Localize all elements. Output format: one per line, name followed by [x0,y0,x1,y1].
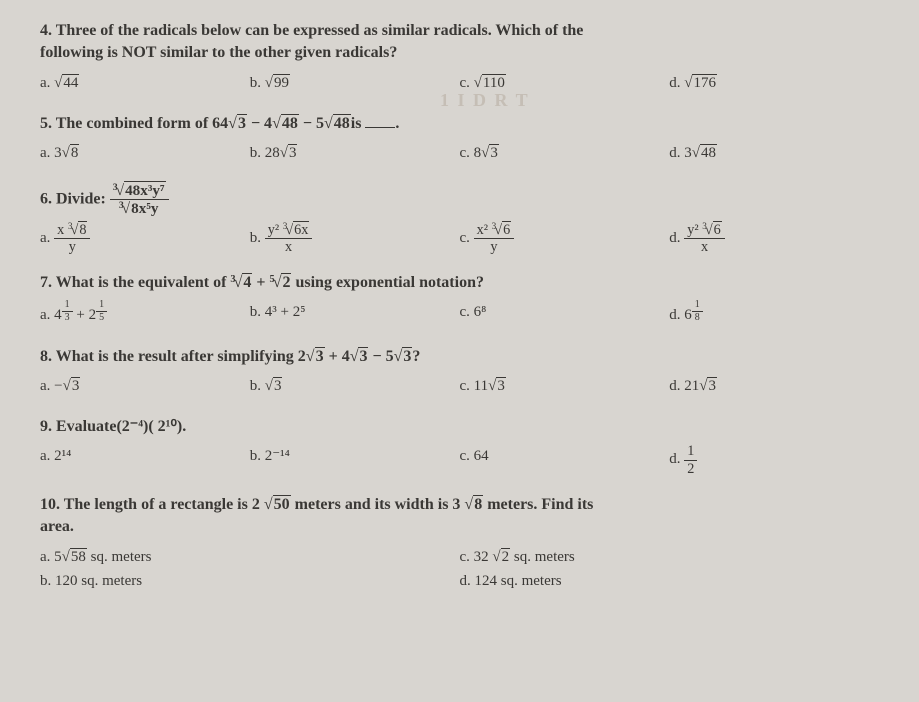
q5-option-d: d. 348 [669,141,879,165]
q5-prompt: 5. The combined form of 643 − 448 − 548i… [40,113,879,135]
q9-option-a: a. 2¹⁴ [40,444,250,476]
q4-option-b: b. 99 [250,71,460,95]
q10-number: 10. [40,496,60,513]
q8-option-b: b. 3 [250,374,460,398]
question-6: 6. Divide: 348x³y⁷ 38x⁵y a. x 38 y b. y²… [40,183,879,254]
question-9: 9. Evaluate(2⁻⁴)( 2¹⁰). a. 2¹⁴ b. 2⁻¹⁴ c… [40,416,879,476]
q5-option-a: a. 38 [40,141,250,165]
q6-options: a. x 38 y b. y² 36x x c. x² 36 y d. y² 3… [40,223,879,255]
question-8: 8. What is the result after simplifying … [40,346,879,398]
q6-option-b: b. y² 36x x [250,223,460,255]
q5-option-b: b. 283 [250,141,460,165]
q9-option-d: d. 12 [669,444,879,476]
q7-options: a. 413 + 215 b. 4³ + 2⁵ c. 6⁸ d. 618 [40,300,879,327]
q6-option-a: a. x 38 y [40,223,250,255]
question-4: 4. Three of the radicals below can be ex… [40,20,879,95]
q4-option-a: a. 44 [40,71,250,95]
q5-option-c: c. 83 [460,141,670,165]
q9-number: 9. [40,418,52,435]
q4-prompt: 4. Three of the radicals below can be ex… [40,20,879,65]
q7-option-c: c. 6⁸ [460,300,670,327]
q10-option-d: d. 124 sq. meters [460,569,880,593]
question-10: 10. The length of a rectangle is 2 50 me… [40,494,879,593]
q8-option-a: a. −3 [40,374,250,398]
q4-number: 4. [40,22,52,39]
q10-options: a. 558 sq. meters c. 32 2 sq. meters b. … [40,545,879,593]
q7-number: 7. [40,274,52,291]
q6-option-d: d. y² 36 x [669,223,879,255]
q10-option-a: a. 558 sq. meters [40,545,460,569]
q10-prompt: 10. The length of a rectangle is 2 50 me… [40,494,879,539]
q7-option-d: d. 618 [669,300,879,327]
q8-option-d: d. 213 [669,374,879,398]
q7-option-b: b. 4³ + 2⁵ [250,300,460,327]
q8-options: a. −3 b. 3 c. 113 d. 213 [40,374,879,398]
q4-option-d: d. 176 [669,71,879,95]
q7-option-a: a. 413 + 215 [40,300,250,327]
q9-prompt: 9. Evaluate(2⁻⁴)( 2¹⁰). [40,416,879,438]
q9-options: a. 2¹⁴ b. 2⁻¹⁴ c. 64 d. 12 [40,444,879,476]
q8-prompt: 8. What is the result after simplifying … [40,346,879,368]
q8-option-c: c. 113 [460,374,670,398]
q4-options: a. 44 b. 99 c. 110 d. 176 [40,71,879,95]
q6-expression: 348x³y⁷ 38x⁵y [110,183,169,216]
blank-line [365,127,395,128]
q9-option-c: c. 64 [460,444,670,476]
question-7: 7. What is the equivalent of 34 + 52 usi… [40,272,879,328]
q10-option-b: b. 120 sq. meters [40,569,460,593]
q7-prompt: 7. What is the equivalent of 34 + 52 usi… [40,272,879,294]
q8-number: 8. [40,348,52,365]
q4-option-c: c. 110 [460,71,670,95]
q6-prompt: 6. Divide: 348x³y⁷ 38x⁵y [40,183,879,216]
q9-option-b: b. 2⁻¹⁴ [250,444,460,476]
q5-number: 5. [40,115,52,132]
q6-number: 6. [40,191,52,208]
question-5: 5. The combined form of 643 − 448 − 548i… [40,113,879,165]
q10-option-c: c. 32 2 sq. meters [460,545,880,569]
q5-options: a. 38 b. 283 c. 83 d. 348 [40,141,879,165]
q6-option-c: c. x² 36 y [460,223,670,255]
